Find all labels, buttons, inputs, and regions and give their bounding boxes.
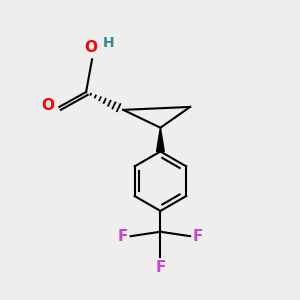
Text: F: F <box>117 229 128 244</box>
Text: H: H <box>102 35 114 50</box>
Text: F: F <box>155 260 166 275</box>
Polygon shape <box>157 128 164 152</box>
Text: O: O <box>84 40 97 55</box>
Text: O: O <box>42 98 55 113</box>
Text: F: F <box>193 229 203 244</box>
